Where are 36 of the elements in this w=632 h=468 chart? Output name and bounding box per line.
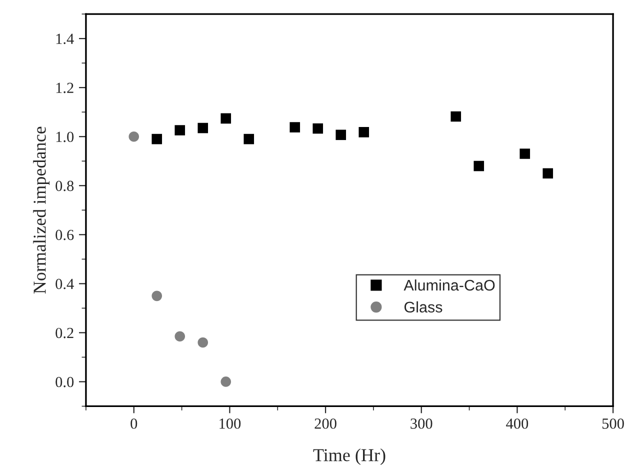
y-tick-label: 1.2 [56,82,74,94]
y-tick-label: 0.0 [56,376,74,388]
point [542,168,554,179]
y-tick-label: 0.8 [56,180,74,192]
point [220,113,232,124]
y-axis-title: Normalized impedance [33,126,50,294]
point [128,131,140,142]
x-tick-label: 100 [220,418,241,429]
point [474,160,484,172]
legend-label: Glass [404,301,442,313]
point [198,122,208,134]
y-tick-label: 0.2 [56,328,74,338]
point [450,111,462,122]
y-tick-label: 1.0 [56,132,74,142]
point [174,125,186,136]
point [174,331,186,342]
x-tick-label: 0 [130,418,138,429]
point [152,134,162,144]
x-tick-label: 300 [410,418,432,429]
x-tick-label: 500 [602,418,624,429]
point [152,290,162,302]
point [336,130,346,140]
x-tick-label: 400 [506,418,528,429]
legend-label: Alumina-CaO [404,279,495,291]
point [290,122,300,132]
point [198,337,208,348]
y-tick-label: 1.4 [56,34,74,44]
point [520,148,530,159]
y-tick-label: 0.4 [56,278,74,290]
point [358,127,370,138]
x-axis-title: Time (Hr) [313,448,386,465]
point [312,123,324,134]
y-tick-label: 0.6 [56,230,74,240]
point [220,376,232,387]
x-tick-label: 200 [314,418,336,429]
point [244,134,254,144]
